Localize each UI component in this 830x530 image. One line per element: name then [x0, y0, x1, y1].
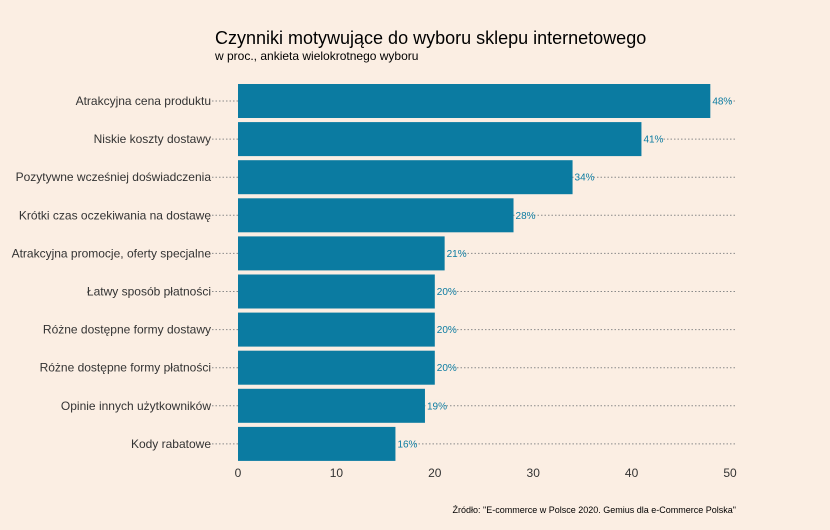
bar [238, 274, 435, 309]
x-tick-label: 30 [527, 466, 541, 480]
x-tick-label: 20 [428, 466, 442, 480]
x-tick-label: 50 [723, 466, 737, 480]
value-label-bg [514, 209, 534, 222]
value-label-bg [445, 247, 465, 260]
value-label-bg [396, 437, 416, 450]
chart-title: Czynniki motywujące do wyboru sklepu int… [215, 28, 646, 48]
source-note: Źródło: "E-commerce w Polsce 2020. Gemiu… [453, 505, 737, 515]
category-label: Kody rabatowe [131, 437, 211, 451]
x-tick-label: 40 [625, 466, 639, 480]
value-label: 19% [427, 401, 447, 412]
category-label: Niskie koszty dostawy [94, 132, 211, 146]
value-label: 20% [437, 325, 457, 336]
bar [238, 160, 573, 195]
category-label: Pozytywne wcześniej doświadczenia [16, 170, 212, 184]
value-label: 20% [437, 287, 457, 298]
category-label: Opinie innych użytkowników [61, 399, 211, 413]
value-label: 21% [447, 249, 467, 260]
value-label-bg [425, 399, 445, 412]
bars-layer: Atrakcyjna cena produktu 48% Niskie koszty… [12, 84, 736, 461]
bar [238, 236, 445, 271]
bar [238, 122, 642, 157]
x-tick-label: 0 [235, 466, 242, 480]
category-label: Krótki czas oczekiwania na dostawę [19, 208, 211, 222]
value-label-bg [435, 285, 455, 298]
value-label-bg [435, 361, 455, 374]
bar [238, 312, 435, 347]
value-label: 48% [712, 97, 732, 108]
bar [238, 84, 711, 118]
category-label: Różne dostępne formy płatności [40, 361, 211, 375]
value-label-bg [711, 95, 731, 107]
value-label: 16% [397, 439, 417, 450]
bar [238, 426, 396, 461]
value-label: 41% [643, 135, 663, 146]
x-tick-label: 10 [330, 466, 344, 480]
category-label: Atrakcyjna cena produktu [76, 94, 211, 108]
category-label: Łatwy sposób płatności [87, 285, 211, 299]
bar [238, 388, 425, 423]
chart-subtitle: w proc., ankieta wielokrotnego wyboru [214, 49, 418, 63]
value-label: 28% [516, 211, 536, 222]
category-label: Różne dostępne formy dostawy [43, 323, 211, 337]
x-axis: 0 10 20 30 40 50 [235, 466, 737, 480]
value-label: 20% [437, 363, 457, 374]
value-label: 34% [575, 173, 595, 184]
category-label: Atrakcyjna promocje, oferty specjalne [12, 246, 212, 260]
value-label-bg [435, 323, 455, 336]
bar [238, 350, 435, 385]
bar [238, 198, 514, 233]
value-label-bg [642, 133, 662, 146]
value-label-bg [573, 171, 593, 184]
